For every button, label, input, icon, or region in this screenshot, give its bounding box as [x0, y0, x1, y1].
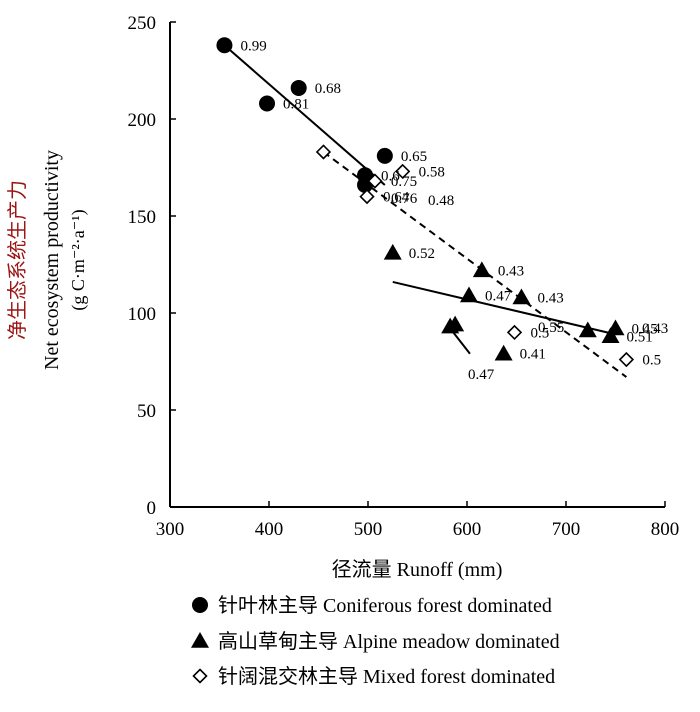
legend-marker [192, 668, 208, 684]
y-tick-label: 200 [128, 110, 157, 131]
data-label: 0.47 [485, 289, 512, 305]
x-tick-label: 800 [651, 519, 680, 540]
legend-marker [192, 597, 208, 613]
x-tick-label: 400 [255, 519, 284, 540]
data-markers [216, 37, 635, 368]
x-tick-label: 300 [156, 519, 185, 540]
data-point [259, 95, 276, 112]
data-point [315, 144, 332, 160]
legend-marker [191, 632, 209, 648]
legend-entry: 高山草甸主导 Alpine meadow dominated [218, 630, 560, 653]
data-label: 0.64 [383, 190, 410, 206]
data-label: 0.43 [498, 263, 524, 279]
trendline [322, 151, 627, 378]
data-label: 0.81 [283, 96, 309, 112]
data-point [383, 243, 402, 260]
data-point [494, 344, 513, 361]
data-label-extra: 0.76 [391, 191, 418, 207]
trendline [223, 44, 386, 186]
data-point [446, 315, 465, 332]
data-label: 0.6 [381, 168, 400, 184]
data-label: 0.52 [409, 246, 435, 262]
data-point [359, 188, 375, 205]
legend: 针叶林主导 Coniferous forest dominated 高山草甸主导 … [191, 594, 560, 688]
data-label: 0.51 [627, 329, 653, 345]
point-labels: 0.990.810.680.60.650.520.470.430.410.430… [240, 38, 668, 383]
y-axis-label-en: Net ecosystem productivity [41, 150, 63, 370]
axes: 300 400 500 600 700 800 0 50 100 150 200 250 [128, 13, 680, 540]
data-label: 0.5 [531, 325, 550, 341]
data-point [395, 163, 411, 180]
y-axis-label-group: 净生态系统生产力 [6, 180, 29, 340]
legend-entry: 针叶林主导 Coniferous forest dominated [218, 594, 552, 617]
data-point [512, 288, 531, 305]
y-axis-unit: (g C·m⁻²·a⁻¹) [68, 209, 89, 310]
data-point [606, 319, 625, 336]
data-point [459, 286, 478, 303]
y-tick-label: 50 [137, 401, 156, 422]
data-point [367, 173, 383, 189]
data-point [618, 351, 635, 368]
x-tick-label: 600 [453, 519, 482, 540]
data-point [290, 79, 307, 96]
trendlines [223, 44, 627, 378]
y-tick-label: 150 [128, 207, 157, 228]
legend-entry: 针阔混交林主导 Mixed forest dominated [218, 665, 555, 688]
data-label-extra: 0.55 [538, 320, 564, 336]
data-label: 0.43 [537, 290, 563, 306]
x-tick-label: 500 [354, 519, 383, 540]
data-label: 0.65 [401, 149, 427, 165]
x-axis-label: 径流量 Runoff (mm) [332, 558, 503, 581]
data-point [472, 261, 491, 278]
data-label: 0.68 [315, 81, 341, 97]
data-label-extra: 0.48 [428, 193, 454, 209]
data-label: 0.5 [642, 353, 661, 369]
data-point [506, 324, 523, 341]
y-tick-label: 100 [128, 304, 157, 325]
data-point [578, 321, 597, 338]
y-tick-label: 0 [147, 498, 157, 519]
data-point [376, 147, 393, 164]
data-point [216, 37, 233, 54]
x-tick-label: 700 [552, 519, 581, 540]
data-label: 0.75 [391, 174, 417, 190]
y-axis-label-en-group: Net ecosystem productivity [41, 150, 63, 370]
data-label: 0.58 [419, 164, 445, 180]
data-label: 0.99 [240, 38, 266, 54]
trendline [392, 280, 616, 336]
data-label-extra: 0.43 [642, 321, 668, 337]
data-label-extra: 0.47 [468, 367, 495, 383]
y-axis-unit-group: (g C·m⁻²·a⁻¹) [68, 209, 89, 310]
data-label: 0.45 [632, 322, 658, 338]
y-axis-label-cn: 净生态系统生产力 [6, 180, 29, 340]
data-label: 0.41 [520, 347, 546, 363]
y-tick-label: 250 [128, 13, 157, 34]
